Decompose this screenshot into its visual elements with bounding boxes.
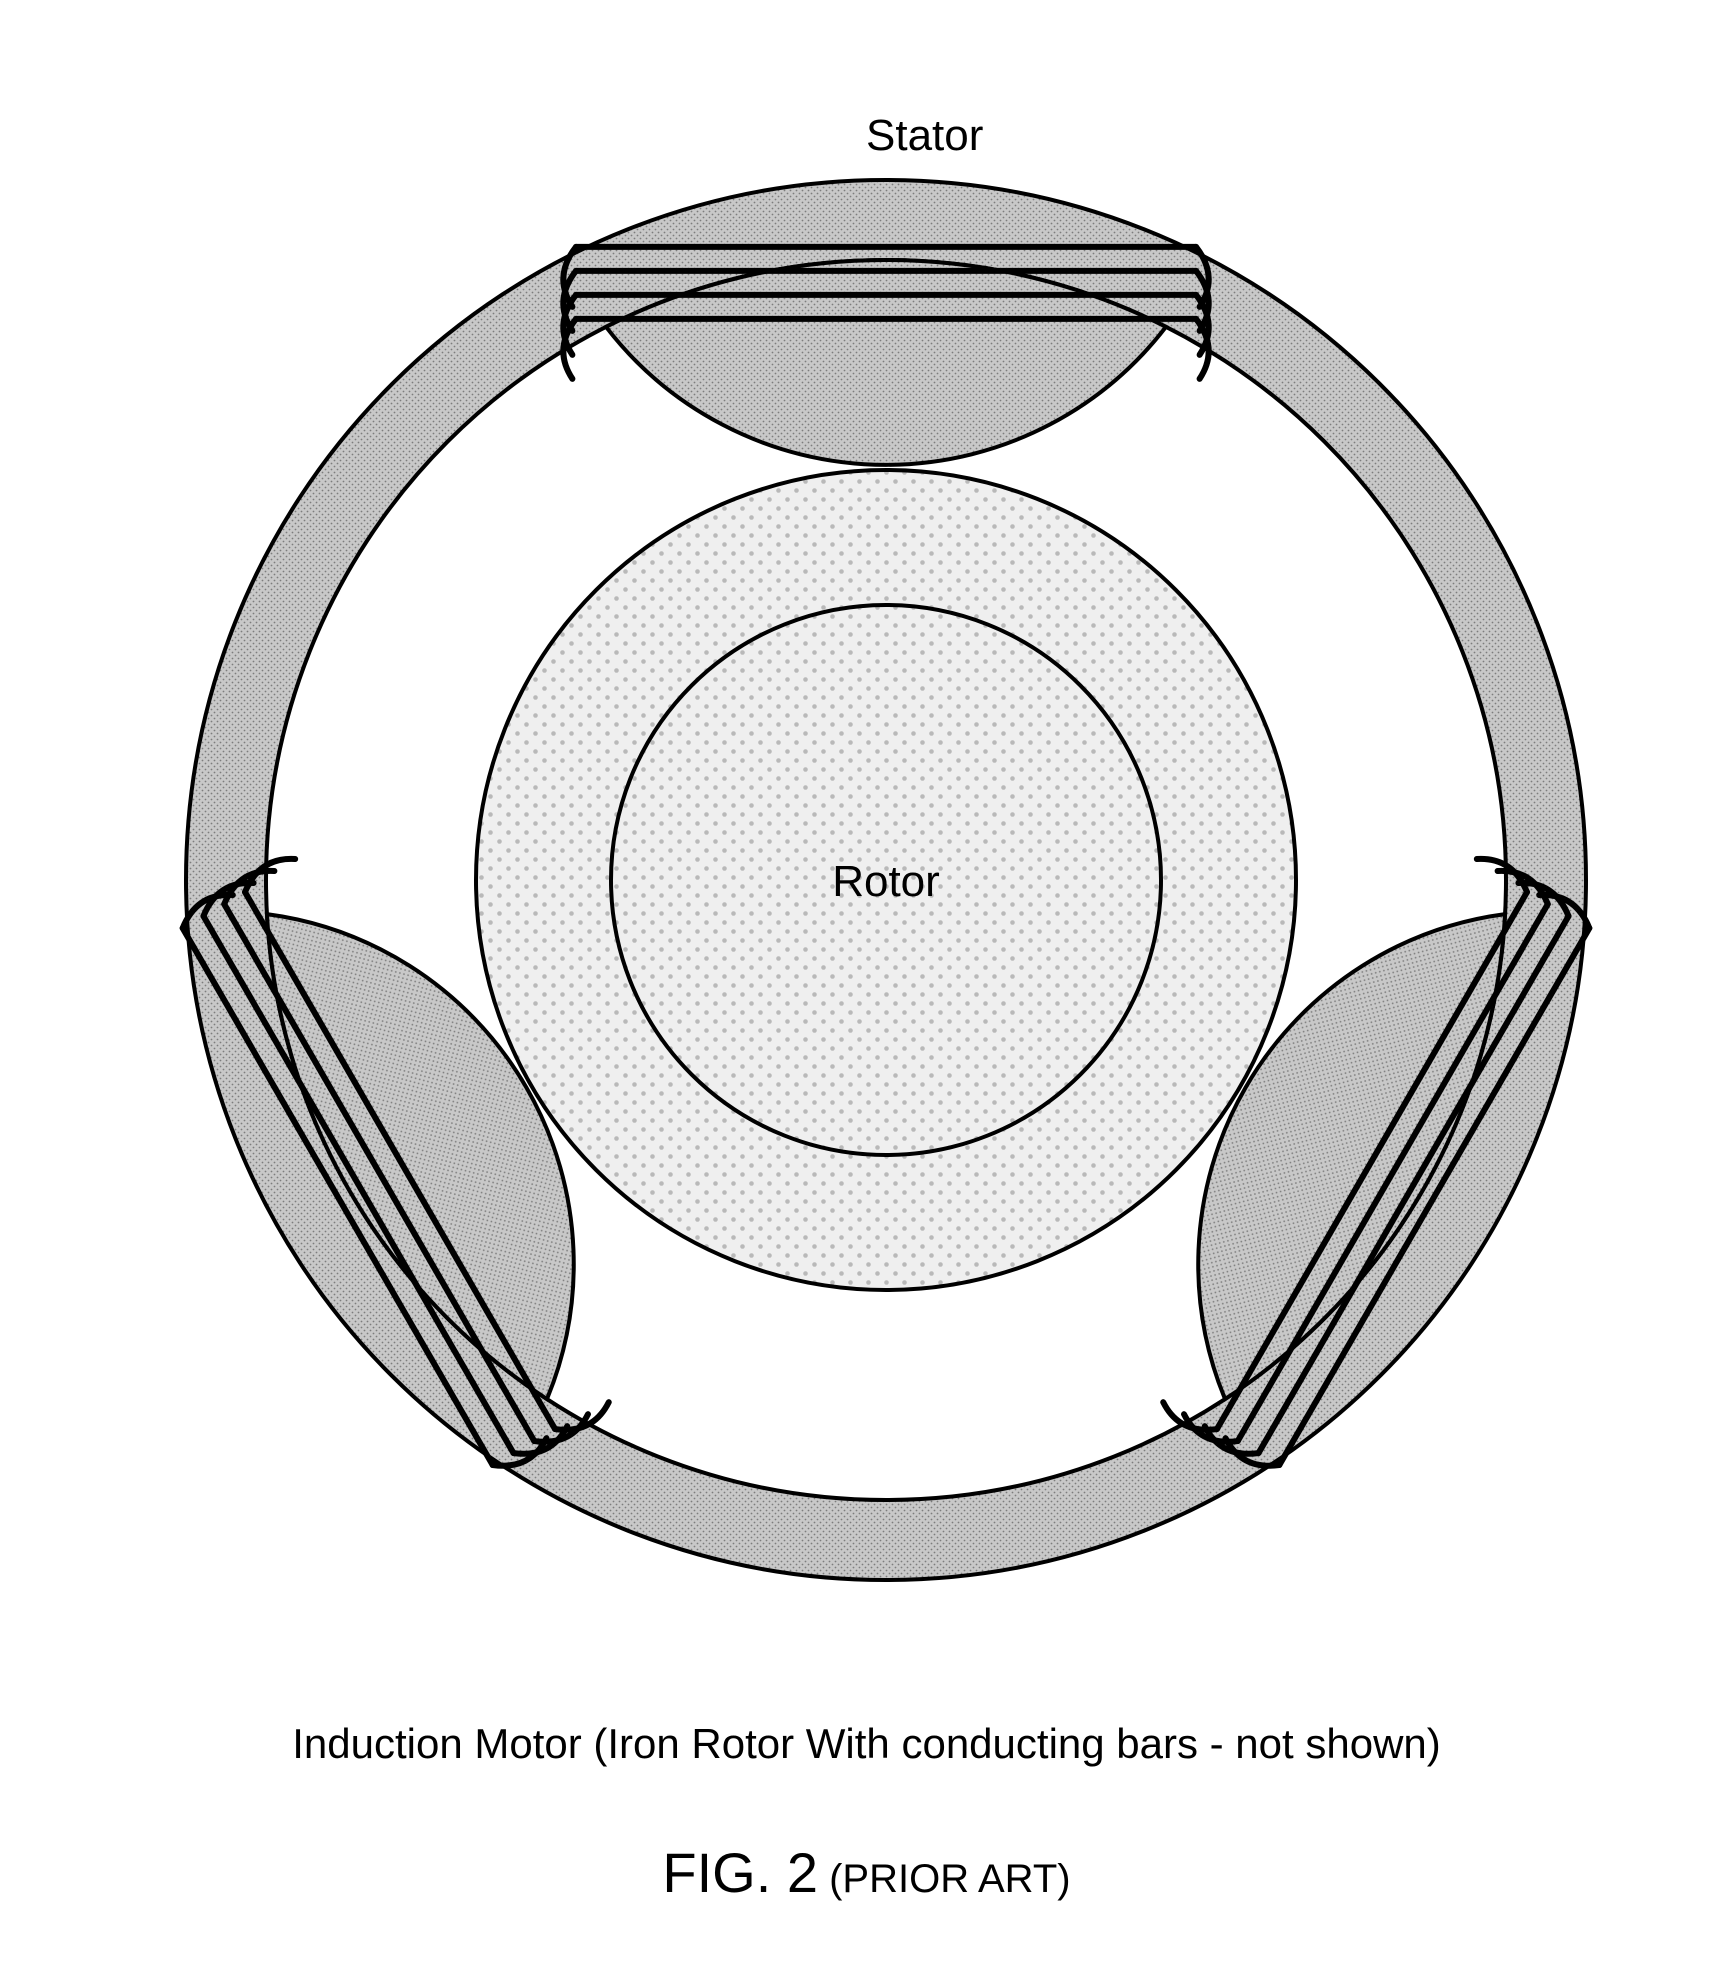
prior-art-label: (PRIOR ART) (818, 1857, 1071, 1901)
rotor-label: Rotor (832, 857, 940, 906)
induction-motor-diagram: Stator Rotor (0, 0, 1733, 1960)
diagram-svg-wrap: Stator Rotor (0, 0, 1733, 1965)
figure-number-caption: FIG. 2 (PRIOR ART) (0, 1840, 1733, 1905)
page: Stator Rotor Induction Motor (Iron Rotor … (0, 0, 1733, 1960)
figure-number: FIG. 2 (662, 1841, 818, 1904)
figure-caption: Induction Motor (Iron Rotor With conduct… (0, 1720, 1733, 1768)
stator-label: Stator (866, 111, 983, 160)
